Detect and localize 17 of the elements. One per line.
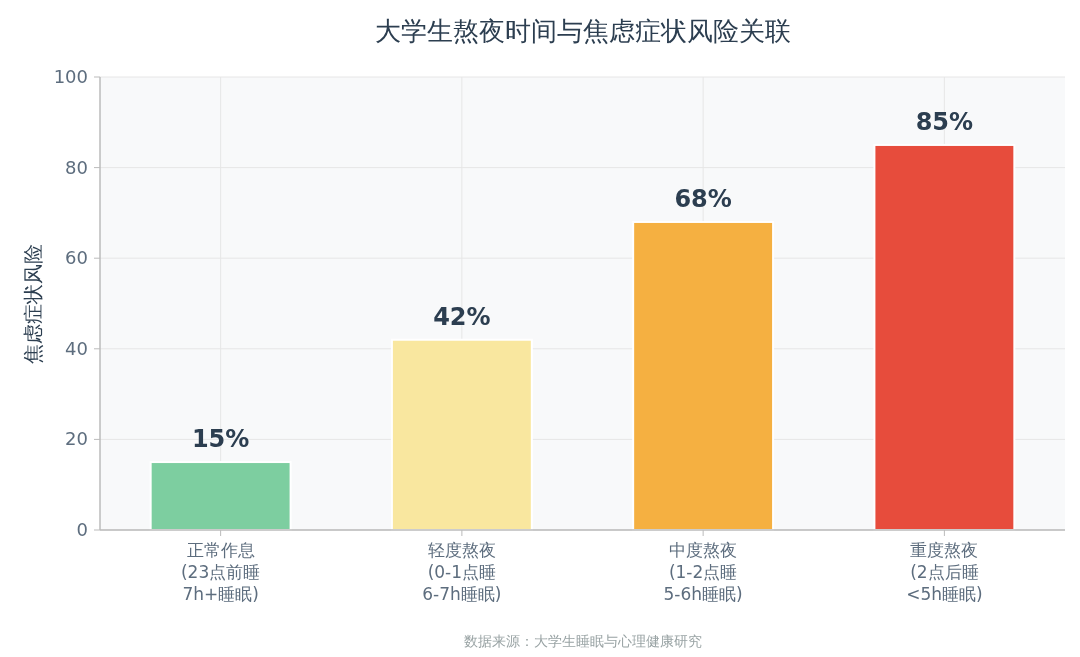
y-tick-label: 80 [65,156,88,178]
x-tick-label: 轻度熬夜 (0-1点睡 6-7h睡眠) [422,540,502,604]
source-note: 数据来源：大学生睡眠与心理健康研究 [463,633,702,649]
x-tick-label: 正常作息 (23点前睡 7h+睡眠) [180,540,261,604]
y-tick-label: 60 [65,247,88,269]
y-tick-label: 40 [65,337,88,359]
data-label: 68% [674,184,732,213]
y-tick-label: 20 [65,428,88,450]
data-label: 15% [191,425,250,454]
data-label: 85% [915,107,974,136]
y-tick-label: 0 [76,519,88,540]
x-tick-label: 重度熬夜 (2点后睡 <5h睡眠) [906,540,983,604]
chart-title: 大学生熬夜时间与焦虑症状风险关联 [374,16,791,46]
data-label: 42% [433,302,491,331]
y-axis-title: 焦虑症状风险 [21,243,45,364]
x-tick-label: 中度熬夜 (1-2点睡 5-6h睡眠) [663,540,743,604]
y-tick-label: 100 [53,66,88,87]
